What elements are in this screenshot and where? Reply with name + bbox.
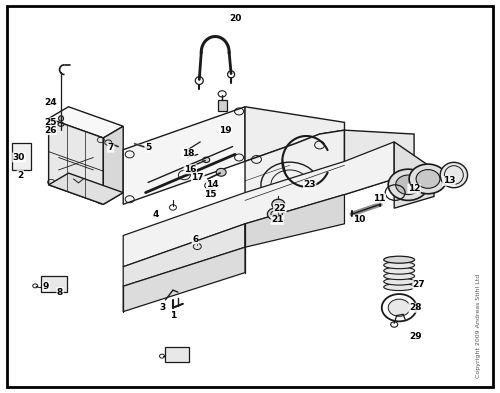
Text: 18: 18 [182,149,194,158]
Text: 30: 30 [12,153,25,162]
Text: 26: 26 [44,126,56,135]
Text: 2: 2 [17,171,24,180]
Text: 27: 27 [412,280,426,289]
Circle shape [409,164,447,194]
Polygon shape [48,118,104,204]
Text: 13: 13 [442,176,455,185]
Circle shape [388,169,428,200]
Circle shape [388,299,410,316]
Ellipse shape [384,283,414,290]
Text: Copyright 2009 Andreas Stihl Ltd: Copyright 2009 Andreas Stihl Ltd [476,274,481,378]
Ellipse shape [58,116,64,121]
Polygon shape [104,126,123,204]
Text: 21: 21 [271,215,283,224]
Circle shape [268,208,282,220]
Text: 14: 14 [206,180,219,189]
Circle shape [396,175,420,195]
Ellipse shape [384,267,414,274]
Polygon shape [344,130,414,195]
Polygon shape [123,224,245,286]
Circle shape [203,157,209,163]
Text: 25: 25 [44,118,56,127]
Polygon shape [245,107,344,162]
Ellipse shape [384,256,414,263]
Text: 28: 28 [409,303,422,312]
Text: 20: 20 [229,15,241,24]
Ellipse shape [384,273,414,279]
Text: 1: 1 [170,311,176,320]
Text: 29: 29 [409,332,422,342]
Polygon shape [245,130,344,224]
Text: 24: 24 [44,98,56,107]
Circle shape [216,169,226,176]
Polygon shape [123,107,245,204]
Text: 12: 12 [408,184,420,193]
Text: 23: 23 [304,180,316,189]
Circle shape [416,169,440,188]
Text: 17: 17 [192,173,204,182]
Text: 9: 9 [43,282,50,291]
Bar [166,347,190,362]
Text: 6: 6 [192,235,198,244]
Polygon shape [48,107,123,138]
Text: 5: 5 [145,143,151,152]
Text: 11: 11 [373,194,386,203]
Text: 16: 16 [184,165,196,174]
Text: 10: 10 [353,215,366,224]
Ellipse shape [384,262,414,269]
Bar [41,276,67,292]
Polygon shape [123,142,394,267]
Text: 22: 22 [274,204,286,213]
Polygon shape [48,173,123,204]
Text: 19: 19 [219,126,232,135]
Polygon shape [394,142,434,208]
Ellipse shape [440,162,468,188]
Circle shape [272,199,285,209]
Text: 4: 4 [152,209,158,219]
Polygon shape [123,247,245,312]
Text: 8: 8 [57,288,63,297]
Polygon shape [245,195,344,247]
Ellipse shape [384,278,414,285]
Text: 15: 15 [204,190,216,199]
Bar [12,143,31,170]
Text: 7: 7 [108,143,114,152]
Text: 3: 3 [160,303,166,312]
Bar [218,100,226,111]
